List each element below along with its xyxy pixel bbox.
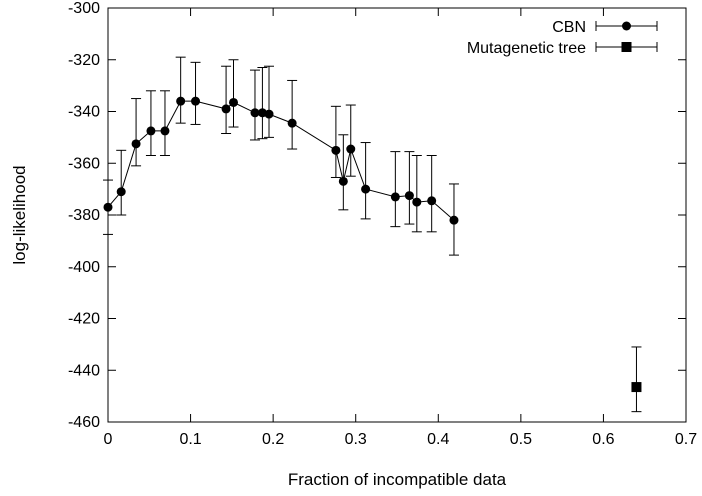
x-tick-label: 0 bbox=[104, 431, 113, 448]
cbn-point bbox=[131, 139, 141, 149]
y-tick-label: -320 bbox=[68, 52, 100, 69]
x-tick-label: 0.5 bbox=[510, 431, 532, 448]
cbn-point bbox=[264, 109, 274, 119]
cbn-point bbox=[346, 144, 356, 154]
y-axis-label: log-likelihood bbox=[10, 165, 29, 264]
legend-marker-cbn bbox=[622, 21, 631, 31]
y-tick-label: -360 bbox=[68, 155, 100, 172]
cbn-point bbox=[404, 191, 414, 201]
y-tick-label: -340 bbox=[68, 104, 100, 121]
x-tick-label: 0.2 bbox=[262, 431, 284, 448]
legend-marker-mutagenetic-tree bbox=[621, 42, 632, 52]
cbn-point bbox=[287, 118, 297, 128]
x-tick-label: 0.4 bbox=[427, 431, 449, 448]
axis-ticks: 0 0.1 0.2 0.3 0.4 0.5 0.6 0.7 -460 -440 -420 -400 -3… bbox=[68, 0, 697, 448]
legend-label-mutagenetic-tree: Mutagenetic tree bbox=[467, 40, 586, 57]
y-tick-label: -460 bbox=[68, 414, 100, 431]
x-tick-label: 0.3 bbox=[345, 431, 367, 448]
cbn-point bbox=[412, 197, 422, 207]
cbn-point bbox=[103, 202, 113, 212]
y-tick-label: -420 bbox=[68, 311, 100, 328]
x-tick-label: 0.6 bbox=[592, 431, 614, 448]
legend-label-cbn: CBN bbox=[552, 19, 586, 36]
cbn-point bbox=[390, 192, 400, 202]
cbn-point bbox=[449, 215, 459, 225]
data-series bbox=[103, 56, 642, 413]
cbn-point bbox=[427, 196, 437, 206]
plot-area-frame bbox=[107, 7, 687, 423]
cbn-point bbox=[160, 126, 170, 136]
cbn-point bbox=[146, 126, 156, 136]
cbn-line bbox=[107, 100, 455, 221]
legend: CBN Mutagenetic tree bbox=[467, 19, 658, 57]
cbn-point bbox=[361, 184, 371, 194]
y-tick-label: -380 bbox=[68, 207, 100, 224]
y-tick-label: -300 bbox=[68, 0, 100, 17]
cbn-point bbox=[229, 97, 239, 107]
y-tick-label: -440 bbox=[68, 362, 100, 379]
x-axis-label: Fraction of incompatible data bbox=[288, 470, 507, 489]
cbn-point bbox=[116, 187, 126, 197]
y-tick-label: -400 bbox=[68, 259, 100, 276]
cbn-point bbox=[331, 145, 341, 155]
mutagenetic-tree-point bbox=[631, 382, 642, 393]
cbn-point bbox=[176, 96, 186, 106]
x-tick-label: 0.7 bbox=[675, 431, 697, 448]
x-tick-label: 0.1 bbox=[179, 431, 201, 448]
cbn-point bbox=[221, 104, 231, 114]
cbn-point bbox=[338, 176, 348, 186]
cbn-point bbox=[250, 108, 260, 118]
cbn-point bbox=[191, 96, 201, 106]
